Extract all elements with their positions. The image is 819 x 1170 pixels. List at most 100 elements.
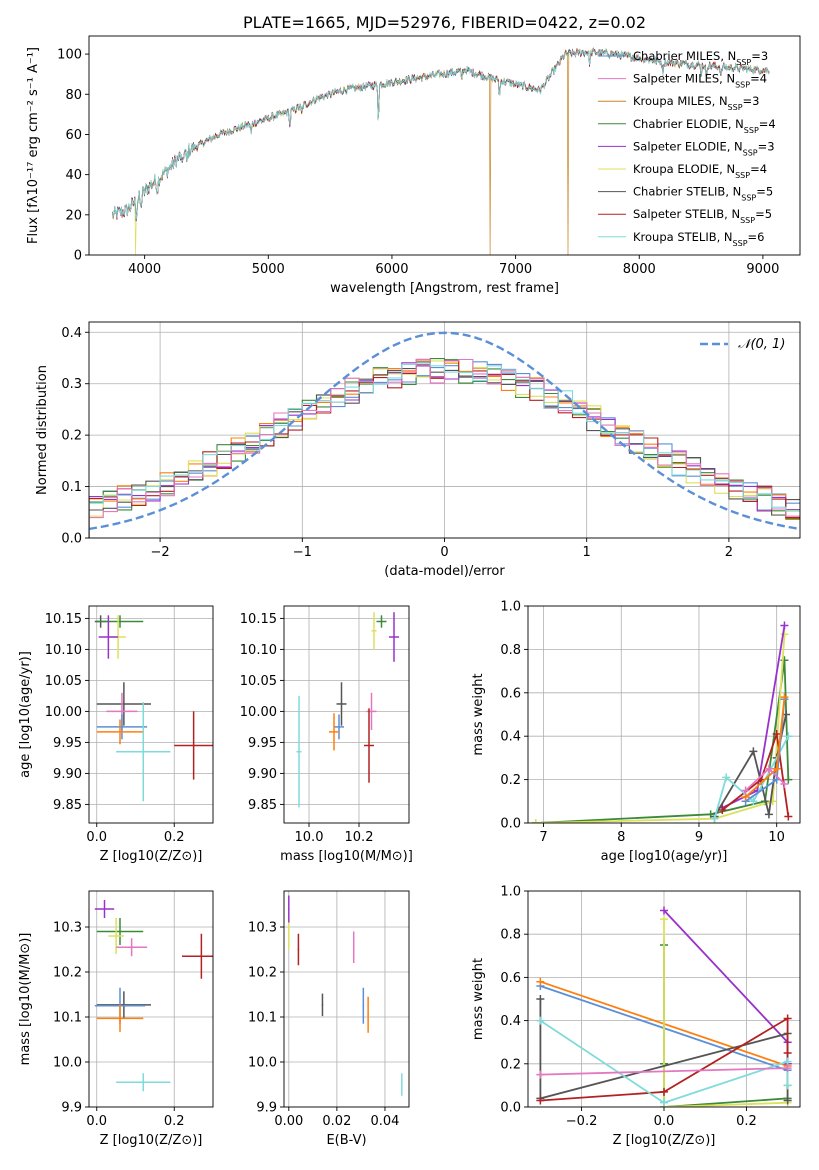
x-tick-label: 0 [440,545,448,560]
y-tick-label: 10.1 [53,1011,82,1026]
x-axis-label: mass [log10(M/M⊙)] [280,849,413,864]
weight-line [539,1019,789,1104]
x-axis-label: (data-model)/error [384,564,505,579]
plot-area [89,322,800,538]
axes-mass-vs-ebv: 0.00 0.02 0.04 9.9 10.0 10.1 10.2 10.3 E(B-V) [248,890,410,1148]
y-tick-label: 10.15 [240,612,277,627]
y-tick-label: 0.6 [500,971,521,986]
legend-entry: Salpeter ELODIE, NSSP=3 [633,139,775,157]
axes-frame [527,605,801,824]
y-tick-label: 0.3 [61,377,82,392]
y-tick-label: 20 [65,208,82,223]
y-tick-label: 9.90 [248,767,277,782]
x-tick-label: −0.2 [566,1114,598,1129]
weight-marker [784,812,793,821]
x-tick-label: 9000 [746,262,779,277]
axes-residuals: −2 −1 0 1 2 0.0 0.1 0.2 0.3 0.4 (data-model)/error… [35,321,801,579]
legend-entry: Chabrier STELIB, NSSP=5 [633,185,773,203]
axes-frame [527,890,801,1108]
weight-line [540,1016,789,1102]
y-tick-label: 0.2 [61,429,82,444]
weight-marker [764,764,773,773]
x-tick-label: 4000 [128,262,161,277]
weight-marker [710,814,719,823]
y-tick-label: 10.2 [53,966,82,981]
y-tick-label: 0.6 [500,686,521,701]
y-axis-label: age [log10(age/yr)] [18,651,33,778]
y-tick-label: 60 [65,128,82,143]
y-tick-label: 1.0 [500,600,521,615]
plot-area [528,606,800,823]
weight-marker [783,1096,792,1105]
legend-entry: Salpeter STELIB, NSSP=5 [633,207,772,225]
axes-massweight-vs-Z: −0.2 0.0 0.2 0.0 0.2 0.4 0.6 0.8 1.0 Z [log10(Z/Z… [471,885,801,1148]
weight-marker [536,1096,545,1105]
x-tick-label: 10.2 [345,830,374,845]
legend-entry: Chabrier ELODIE, NSSP=4 [633,117,776,135]
weight-marker [660,1098,668,1107]
x-tick-label: 0.2 [736,1114,757,1129]
y-tick-label: 0 [74,249,82,264]
y-axis-label: mass weight [471,673,486,755]
y-tick-label: 1.0 [500,885,521,900]
x-tick-label: 8 [617,830,625,845]
y-tick-label: 0.4 [500,1014,521,1029]
y-tick-label: 9.9 [256,1101,277,1116]
weight-marker [660,906,668,915]
y-tick-label: 10.05 [45,674,82,689]
y-tick-label: 10.10 [240,643,277,658]
x-axis-label: age [log10(age/yr)] [601,849,728,864]
y-tick-label: 10.0 [248,1056,277,1071]
y-tick-label: 10.00 [240,705,277,720]
plot-area [89,606,213,823]
y-tick-label: 0.0 [500,817,521,832]
x-tick-label: 9 [695,830,703,845]
x-tick-label: 7000 [499,262,532,277]
weight-marker [660,1087,668,1096]
x-tick-label: 0.02 [322,1114,351,1129]
y-tick-label: 10.00 [45,705,82,720]
weight-line [663,919,789,1107]
weight-marker [536,1070,545,1079]
x-tick-label: 0.00 [274,1114,303,1129]
y-tick-label: 9.95 [248,736,277,751]
y-tick-label: 10.3 [53,921,82,936]
weight-marker [660,915,668,924]
weight-marker [536,977,545,986]
y-tick-label: 10.10 [45,643,82,658]
axes-frame [88,321,801,539]
histogram-series [89,363,800,538]
axes-frame [88,35,801,256]
weight-marker [780,621,789,630]
axes-spectrum: 4000 5000 6000 7000 8000 9000 0 20 40 60 80 100 wave… [26,13,801,296]
weight-marker [780,630,789,639]
plot-area [528,891,800,1107]
weight-marker [780,779,789,788]
weight-marker [741,786,750,795]
y-tick-label: 0.0 [500,1101,521,1116]
y-tick-label: 0.2 [500,773,521,788]
y-tick-label: 9.95 [53,736,82,751]
y-tick-label: 0.4 [500,730,521,745]
plot-area [89,891,213,1107]
x-tick-label: 7 [539,830,547,845]
y-tick-label: 9.85 [53,798,82,813]
weight-marker [772,764,781,773]
y-tick-label: 9.85 [248,798,277,813]
x-tick-label: 0.04 [370,1114,399,1129]
x-tick-label: −1 [293,545,312,560]
x-tick-label: 5000 [252,262,285,277]
axes-age-vs-Z: 0.0 0.2 9.85 9.90 9.95 10.00 10.05 10.10 10.15 Z … [18,605,214,864]
weight-marker [749,747,758,756]
weight-marker [784,732,793,741]
y-tick-label: 0.1 [61,480,82,495]
x-tick-label: 2 [725,545,733,560]
x-axis-label: Z [log10(Z/Z⊙)] [100,849,203,864]
weight-marker [718,805,727,814]
axes-frame [88,890,214,1108]
plot-area [284,891,409,1107]
y-tick-label: 10.0 [53,1056,82,1071]
y-axis-label: mass weight [471,958,486,1040]
x-tick-label: 0.0 [654,1114,675,1129]
